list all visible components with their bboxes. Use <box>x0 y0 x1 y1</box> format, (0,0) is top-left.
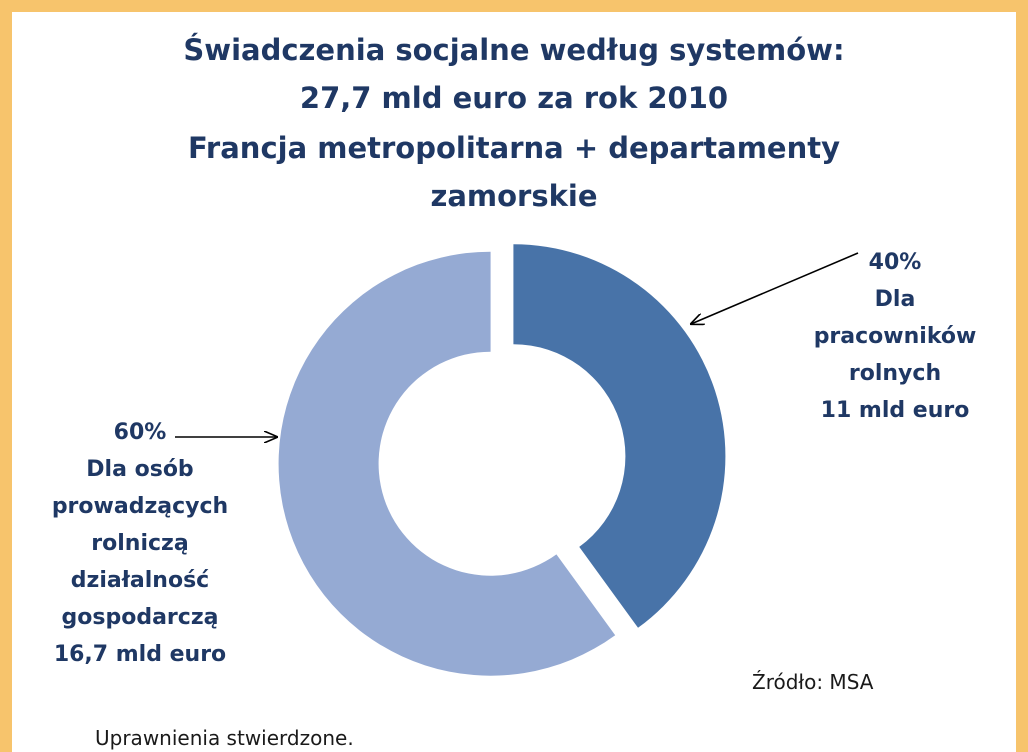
category-label: Dla osób prowadzących rolniczą działalno… <box>51 457 229 630</box>
slice-label: 60% Dla osób prowadzących rolniczą dział… <box>40 414 240 673</box>
amount-label: 11 mld euro <box>820 398 970 423</box>
value-label: 60% <box>113 420 167 445</box>
category-label: Dla pracowników rolnych <box>813 287 977 386</box>
donut-slice <box>513 244 726 628</box>
arrow <box>691 252 859 324</box>
chart-title: Świadczenia socjalne według systemów: <box>183 33 845 67</box>
chart-title: 27,7 mld euro za rok 2010 <box>299 81 729 115</box>
chart-title: Francja metropolitarna + departamenty <box>187 131 841 165</box>
chart-title: zamorskie <box>430 179 598 213</box>
amount-label: 16,7 mld euro <box>53 642 227 667</box>
donut <box>278 244 726 676</box>
footnote: Uprawnienia stwierdzone. <box>95 726 354 750</box>
value-label: 40% <box>868 250 922 275</box>
donut-slice <box>278 251 616 676</box>
source: Źródło: MSA <box>752 670 874 694</box>
chart-area <box>175 244 859 676</box>
slice-label: 40% Dla pracowników rolnych 11 mld euro <box>810 244 980 429</box>
